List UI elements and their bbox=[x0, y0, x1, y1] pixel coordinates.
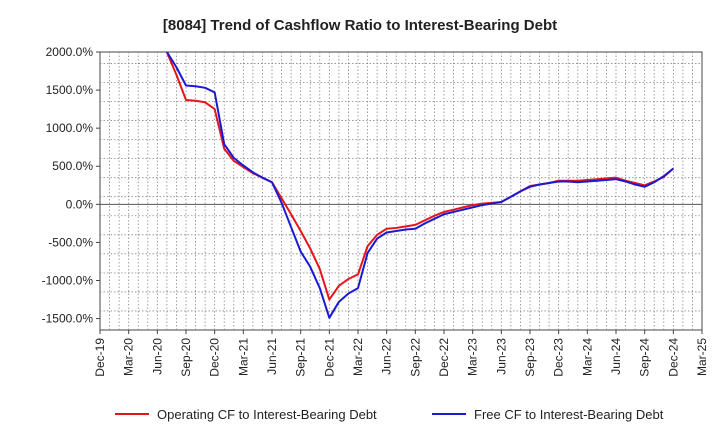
y-tick-label: 0.0% bbox=[66, 197, 94, 211]
series-group bbox=[165, 52, 674, 319]
y-tick-label: -1000.0% bbox=[42, 273, 94, 287]
y-tick-label: 2000.0% bbox=[46, 45, 94, 59]
x-tick-label: Mar-21 bbox=[236, 338, 250, 376]
x-tick-label: Jun-24 bbox=[609, 338, 623, 375]
x-tick-label: Dec-20 bbox=[208, 338, 222, 377]
x-tick-label: Sep-20 bbox=[179, 338, 193, 377]
y-tick-label: 1500.0% bbox=[46, 83, 94, 97]
x-tick-label: Sep-24 bbox=[638, 338, 652, 377]
y-tick-label: 500.0% bbox=[52, 159, 93, 173]
grid bbox=[99, 51, 703, 331]
y-tick-label: 1000.0% bbox=[46, 121, 94, 135]
x-tick-label: Mar-23 bbox=[466, 338, 480, 376]
x-tick-label: Jun-21 bbox=[265, 338, 279, 375]
x-tick-label: Sep-23 bbox=[523, 338, 537, 377]
x-tick-label: Dec-23 bbox=[552, 338, 566, 377]
legend-label-2: Free CF to Interest-Bearing Debt bbox=[474, 407, 664, 422]
y-tick-label: -500.0% bbox=[48, 235, 93, 249]
x-tick-label: Sep-22 bbox=[408, 338, 422, 377]
x-tick-label: Mar-25 bbox=[695, 338, 709, 376]
x-tick-label: Dec-22 bbox=[437, 338, 451, 377]
x-tick-label: Jun-23 bbox=[494, 338, 508, 375]
plot-frame bbox=[99, 51, 703, 331]
x-tick-label: Mar-24 bbox=[580, 338, 594, 376]
x-tick-label: Mar-20 bbox=[122, 338, 136, 376]
y-tick-label: -1500.0% bbox=[42, 312, 94, 326]
x-tick-label: Sep-21 bbox=[294, 338, 308, 377]
x-tick-label: Mar-22 bbox=[351, 338, 365, 376]
x-tick-label: Dec-21 bbox=[322, 338, 336, 377]
series-line-2 bbox=[166, 52, 674, 319]
y-axis: 2000.0% 1500.0% 1000.0% 500.0% 0.0% -500.0% -1… bbox=[42, 45, 100, 326]
legend-label-1: Operating CF to Interest-Bearing Debt bbox=[157, 407, 377, 422]
x-tick-label: Jun-20 bbox=[150, 338, 164, 375]
x-tick-label: Dec-19 bbox=[93, 338, 107, 377]
x-axis: Dec-19 Mar-20 Jun-20 Sep-20 Dec-20 Mar-21 Jun-… bbox=[93, 330, 709, 377]
legend: Operating CF to Interest-Bearing Debt Fre… bbox=[115, 407, 664, 422]
chart-title: [8084] Trend of Cashflow Ratio to Intere… bbox=[163, 17, 557, 34]
x-tick-label: Dec-24 bbox=[666, 338, 680, 377]
x-tick-label: Jun-22 bbox=[380, 338, 394, 375]
